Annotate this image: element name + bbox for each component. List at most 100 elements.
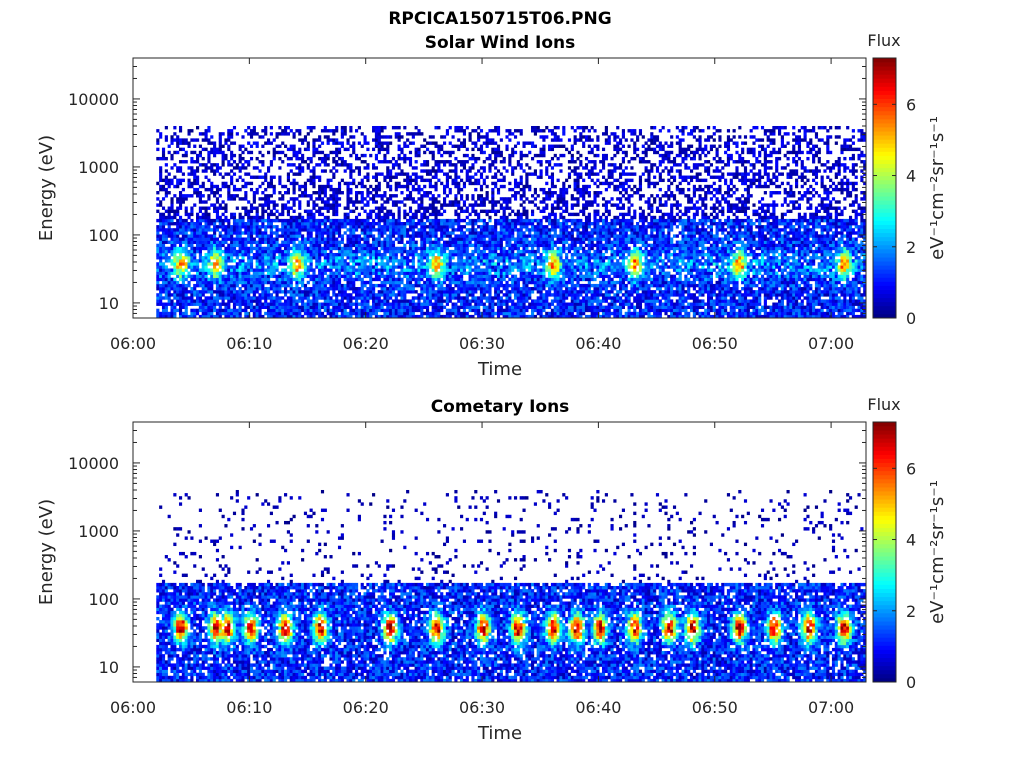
heatmap-cell	[281, 210, 284, 213]
heatmap-cell	[318, 157, 321, 160]
heatmap-cell	[381, 160, 384, 163]
heatmap-cell	[369, 191, 372, 194]
heatmap-cell	[213, 203, 216, 206]
heatmap-cell	[434, 126, 437, 129]
heatmap-cell	[480, 287, 483, 290]
heatmap-cell	[346, 188, 349, 191]
heatmap-cell	[361, 281, 364, 284]
heatmap-cell	[332, 194, 335, 197]
heatmap-cell	[440, 290, 443, 293]
heatmap-cell	[239, 296, 242, 299]
heatmap-cell	[239, 231, 242, 234]
heatmap-cell	[159, 247, 162, 250]
heatmap-cell	[273, 188, 276, 191]
heatmap-cell	[403, 284, 406, 287]
heatmap-cell	[355, 262, 358, 265]
heatmap-cell	[159, 203, 162, 206]
heatmap-cell	[219, 262, 222, 265]
heatmap-cell	[469, 284, 472, 287]
heatmap-cell	[236, 272, 239, 275]
heatmap-cell	[270, 281, 273, 284]
heatmap-cell	[497, 262, 500, 265]
heatmap-cell	[366, 303, 369, 306]
heatmap-cell	[202, 309, 205, 312]
heatmap-cell	[159, 299, 162, 302]
heatmap-cell	[471, 219, 474, 222]
heatmap-cell	[227, 299, 230, 302]
heatmap-cell	[273, 191, 276, 194]
heatmap-cell	[429, 275, 432, 278]
heatmap-cell	[324, 126, 327, 129]
heatmap-cell	[284, 154, 287, 157]
heatmap-cell	[298, 290, 301, 293]
heatmap-cell	[432, 265, 435, 268]
heatmap-cell	[287, 157, 290, 160]
heatmap-cell	[500, 154, 503, 157]
heatmap-cell	[327, 141, 330, 144]
heatmap-cell	[267, 306, 270, 309]
heatmap-cell	[307, 166, 310, 169]
heatmap-cell	[389, 169, 392, 172]
heatmap-cell	[417, 256, 420, 259]
heatmap-cell	[392, 287, 395, 290]
heatmap-cell	[170, 154, 173, 157]
heatmap-cell	[429, 179, 432, 182]
heatmap-cell	[250, 203, 253, 206]
heatmap-cell	[185, 194, 188, 197]
heatmap-cell	[318, 293, 321, 296]
heatmap-cell	[230, 179, 233, 182]
heatmap-cell	[344, 265, 347, 268]
heatmap-cell	[162, 262, 165, 265]
heatmap-cell	[417, 219, 420, 222]
heatmap-cell	[480, 268, 483, 271]
heatmap-cell	[159, 253, 162, 256]
heatmap-cell	[341, 145, 344, 148]
heatmap-cell	[199, 194, 202, 197]
heatmap-cell	[454, 179, 457, 182]
heatmap-cell	[205, 200, 208, 203]
heatmap-cell	[179, 197, 182, 200]
heatmap-cell	[344, 287, 347, 290]
heatmap-cell	[196, 194, 199, 197]
heatmap-cell	[437, 219, 440, 222]
heatmap-cell	[503, 228, 506, 231]
heatmap-cell	[488, 281, 491, 284]
heatmap-cell	[406, 132, 409, 135]
heatmap-cell	[466, 272, 469, 275]
heatmap-cell	[264, 278, 267, 281]
heatmap-cell	[449, 265, 452, 268]
heatmap-cell	[244, 247, 247, 250]
heatmap-cell	[205, 275, 208, 278]
heatmap-cell	[321, 151, 324, 154]
heatmap-cell	[173, 253, 176, 256]
heatmap-cell	[463, 166, 466, 169]
heatmap-cell	[503, 293, 506, 296]
heatmap-cell	[352, 268, 355, 271]
heatmap-cell	[503, 287, 506, 290]
heatmap-cell	[454, 309, 457, 312]
heatmap-cell	[349, 293, 352, 296]
heatmap-cell	[227, 272, 230, 275]
heatmap-cell	[170, 234, 173, 237]
heatmap-cell	[224, 203, 227, 206]
heatmap-cell	[381, 234, 384, 237]
heatmap-cell	[301, 250, 304, 253]
heatmap-cell	[287, 259, 290, 262]
heatmap-cell	[409, 287, 412, 290]
heatmap-cell	[361, 262, 364, 265]
heatmap-cell	[375, 265, 378, 268]
heatmap-cell	[190, 237, 193, 240]
heatmap-cell	[378, 225, 381, 228]
heatmap-cell	[358, 225, 361, 228]
heatmap-cell	[372, 287, 375, 290]
heatmap-cell	[483, 272, 486, 275]
heatmap-cell	[420, 237, 423, 240]
heatmap-cell	[239, 148, 242, 151]
heatmap-cell	[256, 176, 259, 179]
heatmap-cell	[199, 272, 202, 275]
heatmap-cell	[318, 138, 321, 141]
heatmap-cell	[239, 160, 242, 163]
heatmap-cell	[454, 278, 457, 281]
heatmap-cell	[196, 309, 199, 312]
heatmap-cell	[483, 135, 486, 138]
